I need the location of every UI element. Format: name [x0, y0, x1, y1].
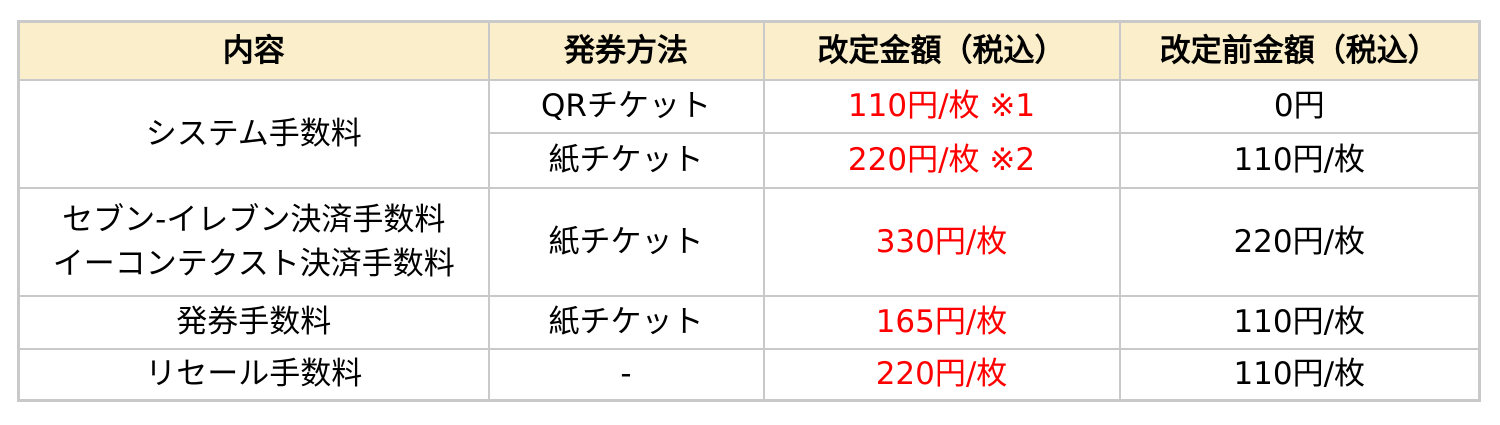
cell-method-payment: 紙チケット	[487, 187, 765, 297]
fee-revision-table: 内容 発券方法 改定金額（税込） 改定前金額（税込） システム手数料 QRチケッ…	[17, 20, 1481, 402]
cell-method-paper-ticket: 紙チケット	[487, 132, 765, 189]
cell-method-qr-ticket: QRチケット	[487, 79, 765, 134]
cell-old-price-issuing: 110円/枚	[1118, 295, 1481, 350]
cell-content-issuing-fee: 発券手数料	[17, 295, 490, 350]
col-header-new-price: 改定金額（税込）	[762, 20, 1121, 81]
table-row-issuing-fee: 発券手数料 紙チケット 165円/枚 110円/枚	[17, 295, 1481, 350]
col-header-method: 発券方法	[487, 20, 765, 81]
cell-new-price-resale: 220円/枚	[762, 348, 1121, 401]
header-row: 内容 発券方法 改定金額（税込） 改定前金額（税込）	[17, 20, 1481, 81]
cell-method-resale: -	[487, 348, 765, 401]
cell-new-price-paper: 220円/枚 ※2	[762, 132, 1121, 189]
table-row-system-qr: システム手数料 QRチケット 110円/枚 ※1 0円	[17, 79, 1481, 189]
cell-old-price-resale: 110円/枚	[1118, 348, 1481, 401]
cell-old-price-paper: 110円/枚	[1118, 132, 1481, 189]
table-row-system-paper: 紙チケット 220円/枚 ※2 110円/枚	[19, 132, 1481, 189]
cell-new-price-qr: 110円/枚 ※1	[762, 79, 1121, 134]
table-row-payment-fee: セブン-イレブン決済手数料 イーコンテクスト決済手数料 紙チケット 330円/枚…	[17, 187, 1481, 297]
cell-old-price-payment: 220円/枚	[1118, 187, 1481, 297]
col-header-old-price: 改定前金額（税込）	[1118, 20, 1481, 81]
cell-content-payment-fee: セブン-イレブン決済手数料 イーコンテクスト決済手数料	[17, 187, 490, 297]
content-line-econtext: イーコンテクスト決済手数料	[52, 246, 455, 282]
content-line-seven-eleven: セブン-イレブン決済手数料	[62, 202, 446, 238]
col-header-content: 内容	[17, 20, 490, 81]
cell-new-price-issuing: 165円/枚	[762, 295, 1121, 350]
cell-content-system-fee: システム手数料	[17, 79, 490, 189]
cell-content-resale-fee: リセール手数料	[17, 348, 490, 401]
table-row-resale-fee: リセール手数料 - 220円/枚 110円/枚	[17, 348, 1481, 401]
cell-old-price-qr: 0円	[1118, 79, 1481, 134]
cell-new-price-payment: 330円/枚	[762, 187, 1121, 297]
cell-method-issuing: 紙チケット	[487, 295, 765, 350]
